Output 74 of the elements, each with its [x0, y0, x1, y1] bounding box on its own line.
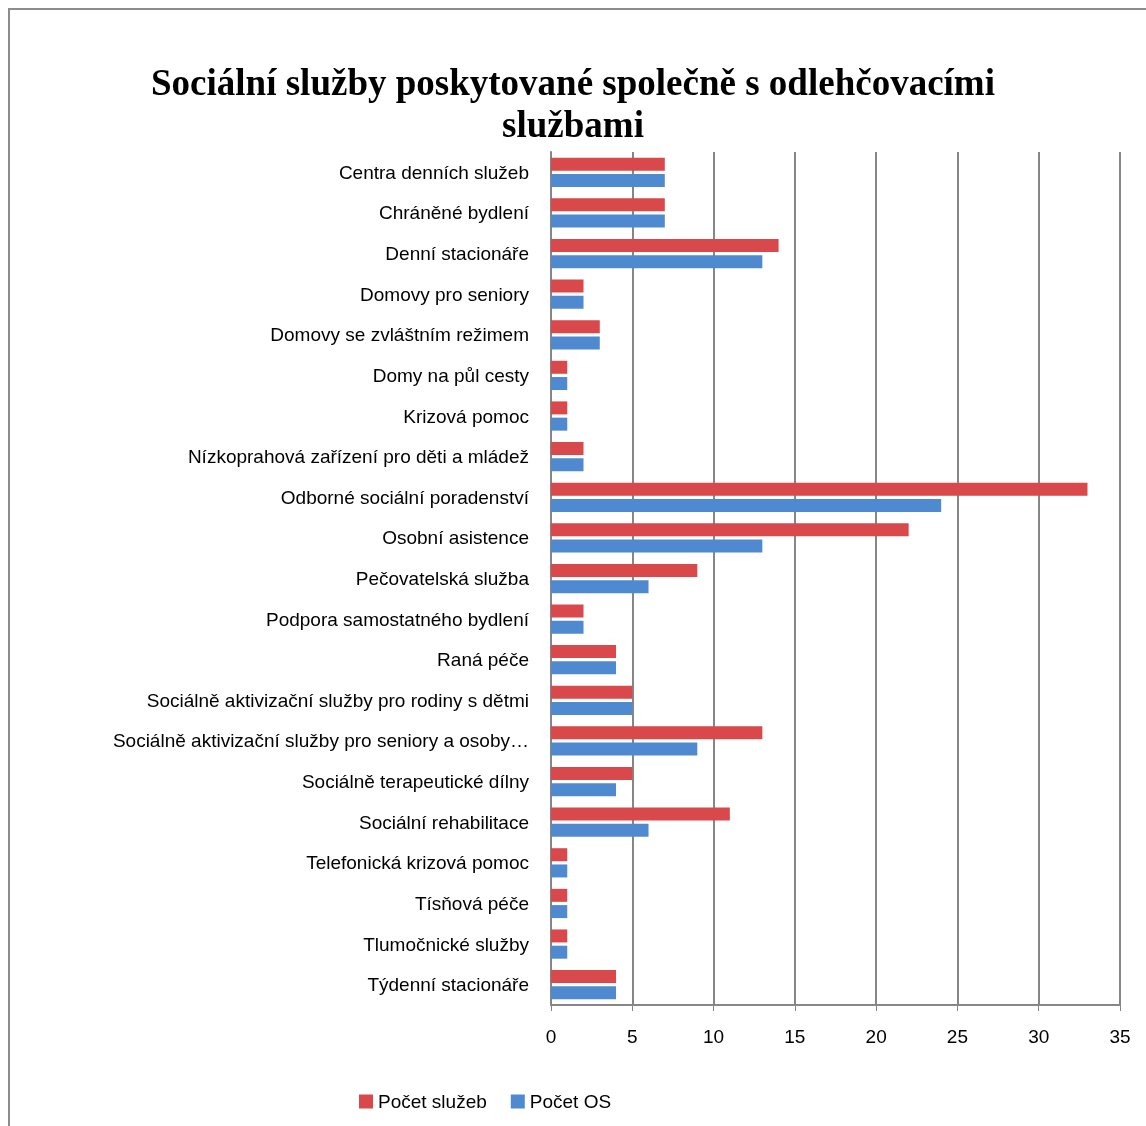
y-tick-label: Denní stacionáře: [385, 243, 529, 265]
bar: [551, 848, 568, 862]
bar: [551, 766, 633, 780]
bar: [551, 945, 568, 959]
bar: [551, 645, 617, 659]
y-tick-label: Domovy se zvláštním režimem: [270, 324, 529, 346]
x-tick-label: 25: [946, 1026, 968, 1047]
x-tick-label: 30: [1028, 1026, 1050, 1047]
y-tick-label: Raná péče: [437, 649, 529, 671]
y-tick-label: Domy na půl cesty: [372, 364, 530, 386]
bar: [551, 685, 633, 699]
bar: [551, 498, 942, 512]
y-tick-label: Krizová pomoc: [403, 405, 529, 427]
bar: [551, 238, 779, 252]
bar: [551, 701, 633, 715]
bar: [551, 807, 730, 821]
bar: [551, 417, 568, 431]
bar: [551, 295, 584, 309]
bar: [551, 580, 649, 594]
bar: [551, 604, 584, 618]
y-tick-label: Týdenní stacionáře: [367, 974, 529, 996]
bar: [551, 401, 568, 415]
bar: [551, 726, 763, 740]
chart-title: Sociální služby poskytované společně s odlehčovacími službami: [150, 62, 996, 146]
bar: [551, 888, 568, 902]
bar: [551, 198, 665, 212]
bar: [551, 742, 698, 756]
bar: [551, 482, 1088, 496]
bar: [551, 523, 909, 537]
y-tick-label: Chráněné bydlení: [379, 202, 530, 224]
x-tick-label: 35: [1109, 1026, 1131, 1047]
bar: [551, 157, 665, 171]
bar: [551, 539, 763, 553]
bar: [551, 336, 600, 350]
bar: [551, 864, 568, 878]
y-tick-label: Osobní asistence: [382, 527, 529, 549]
y-tick-label: Centra denních služeb: [338, 161, 529, 183]
bar: [551, 661, 617, 675]
x-tick-label: 5: [627, 1026, 638, 1047]
bar: [551, 173, 665, 187]
y-tick-label: Podpora samostatného bydlení: [265, 608, 530, 630]
bar: [551, 783, 617, 797]
bar: [551, 360, 568, 374]
y-tick-label: Telefonická krizová pomoc: [306, 852, 529, 874]
x-tick-label: 0: [545, 1026, 557, 1047]
y-tick-label: Odborné sociální poradenství: [280, 486, 530, 508]
y-tick-label: Tísňová péče: [414, 892, 529, 914]
bar: [551, 320, 600, 334]
y-tick-label: Sociální rehabilitace: [358, 811, 529, 833]
y-tick-label: Sociálně terapeutické dílny: [301, 771, 530, 793]
legend-label: Počet OS: [529, 1091, 612, 1112]
y-tick-label: Pečovatelská služba: [355, 568, 530, 589]
bar: [551, 823, 649, 837]
bar: [551, 929, 568, 943]
bar: [551, 620, 584, 634]
y-tick-label: Nízkoprahová zařízení pro děti a mládež: [187, 446, 529, 468]
y-tick-label: Sociálně aktivizační služby pro seniory a osoby…: [112, 730, 529, 752]
bar: [551, 563, 698, 577]
bar: [551, 442, 584, 456]
bar: [551, 255, 763, 269]
x-tick-label: 10: [703, 1026, 725, 1047]
bar: [551, 279, 584, 293]
legend-label: Počet služeb: [378, 1091, 487, 1112]
x-tick-label: 20: [865, 1026, 887, 1047]
y-tick-label: Sociálně aktivizační služby pro rodiny s dětmi: [146, 689, 529, 711]
y-tick-label: Domovy pro seniory: [360, 283, 530, 305]
x-tick-label: 15: [784, 1026, 806, 1047]
bar: [551, 377, 568, 391]
bar: [551, 970, 617, 984]
y-tick-label: Tlumočnické služby: [363, 933, 530, 955]
bar: [551, 214, 665, 228]
bar: [551, 458, 584, 472]
bar: [551, 905, 568, 919]
bar: [551, 986, 617, 1000]
